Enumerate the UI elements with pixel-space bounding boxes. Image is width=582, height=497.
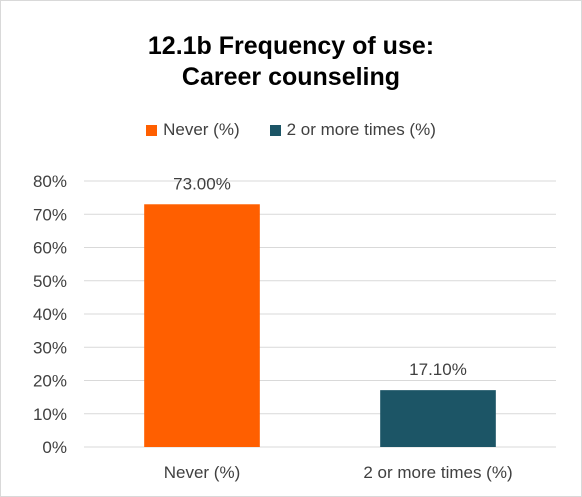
bar-2-or-more bbox=[380, 390, 496, 447]
legend-label-never: Never (%) bbox=[163, 120, 240, 139]
y-tick-label: 70% bbox=[33, 205, 67, 224]
legend-swatch-never bbox=[146, 124, 158, 136]
legend-label-2-or-more: 2 or more times (%) bbox=[286, 120, 436, 139]
legend-item-2-or-more: 2 or more times (%) bbox=[269, 120, 436, 140]
legend-swatch-2-or-more bbox=[269, 124, 281, 136]
x-tick-label: Never (%) bbox=[164, 463, 241, 482]
bar-never bbox=[144, 204, 260, 447]
x-tick-label: 2 or more times (%) bbox=[363, 463, 512, 482]
y-tick-label: 30% bbox=[33, 338, 67, 357]
data-label: 17.10% bbox=[409, 360, 467, 379]
data-label: 73.00% bbox=[173, 174, 231, 193]
y-tick-label: 40% bbox=[33, 305, 67, 324]
y-tick-label: 10% bbox=[33, 405, 67, 424]
y-tick-label: 0% bbox=[42, 438, 67, 457]
y-tick-label: 50% bbox=[33, 272, 67, 291]
y-tick-label: 20% bbox=[33, 372, 67, 391]
legend-item-never: Never (%) bbox=[146, 120, 240, 140]
chart-title: 12.1b Frequency of use: Career counselin… bbox=[147, 32, 435, 91]
y-tick-label: 80% bbox=[33, 172, 67, 191]
chart-legend: Never (%) 2 or more times (%) bbox=[1, 120, 581, 140]
y-tick-label: 60% bbox=[33, 239, 67, 258]
